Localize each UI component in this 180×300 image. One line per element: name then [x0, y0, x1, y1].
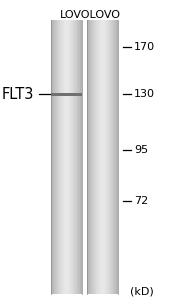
- Bar: [96, 20, 97, 294]
- Bar: [90, 20, 91, 294]
- Text: 95: 95: [134, 145, 148, 155]
- Bar: [72, 20, 73, 294]
- Bar: [60, 20, 61, 294]
- Bar: [95, 20, 96, 294]
- Text: 170: 170: [134, 41, 155, 52]
- Bar: [116, 20, 117, 294]
- Bar: [71, 20, 72, 294]
- Bar: [74, 20, 75, 294]
- Bar: [52, 20, 53, 294]
- Bar: [61, 20, 62, 294]
- Bar: [51, 93, 82, 96]
- Bar: [93, 20, 94, 294]
- Bar: [51, 20, 52, 294]
- Bar: [98, 20, 99, 294]
- Bar: [76, 20, 77, 294]
- Bar: [73, 20, 74, 294]
- Bar: [70, 20, 71, 294]
- Bar: [59, 20, 60, 294]
- Bar: [65, 20, 66, 294]
- Bar: [103, 20, 104, 294]
- Bar: [117, 20, 118, 294]
- Bar: [109, 20, 110, 294]
- Bar: [105, 20, 106, 294]
- Text: LOVOLOVO: LOVOLOVO: [60, 11, 120, 20]
- Bar: [104, 20, 105, 294]
- Bar: [68, 20, 69, 294]
- Bar: [102, 20, 103, 294]
- Bar: [62, 20, 63, 294]
- Bar: [80, 20, 81, 294]
- Bar: [69, 20, 70, 294]
- Bar: [114, 20, 115, 294]
- Bar: [87, 20, 88, 294]
- Bar: [55, 20, 56, 294]
- Bar: [91, 20, 92, 294]
- Bar: [78, 20, 79, 294]
- Bar: [92, 20, 93, 294]
- Bar: [100, 20, 101, 294]
- Bar: [94, 20, 95, 294]
- Text: 72: 72: [134, 196, 148, 206]
- Bar: [77, 20, 78, 294]
- Text: (kD): (kD): [130, 287, 153, 297]
- Text: 130: 130: [134, 89, 155, 100]
- Bar: [113, 20, 114, 294]
- Bar: [63, 20, 64, 294]
- Bar: [107, 20, 108, 294]
- Bar: [106, 20, 107, 294]
- Bar: [99, 20, 100, 294]
- Bar: [111, 20, 112, 294]
- Bar: [79, 20, 80, 294]
- Bar: [75, 20, 76, 294]
- Bar: [54, 20, 55, 294]
- Bar: [66, 20, 67, 294]
- Bar: [67, 20, 68, 294]
- Bar: [101, 20, 102, 294]
- Bar: [81, 20, 82, 294]
- Bar: [64, 20, 65, 294]
- Bar: [115, 20, 116, 294]
- Bar: [88, 20, 89, 294]
- Bar: [108, 20, 109, 294]
- Bar: [110, 20, 111, 294]
- Bar: [97, 20, 98, 294]
- Bar: [112, 20, 113, 294]
- Bar: [57, 20, 58, 294]
- Text: FLT3: FLT3: [2, 87, 34, 102]
- Bar: [53, 20, 54, 294]
- Bar: [89, 20, 90, 294]
- Bar: [58, 20, 59, 294]
- Bar: [56, 20, 57, 294]
